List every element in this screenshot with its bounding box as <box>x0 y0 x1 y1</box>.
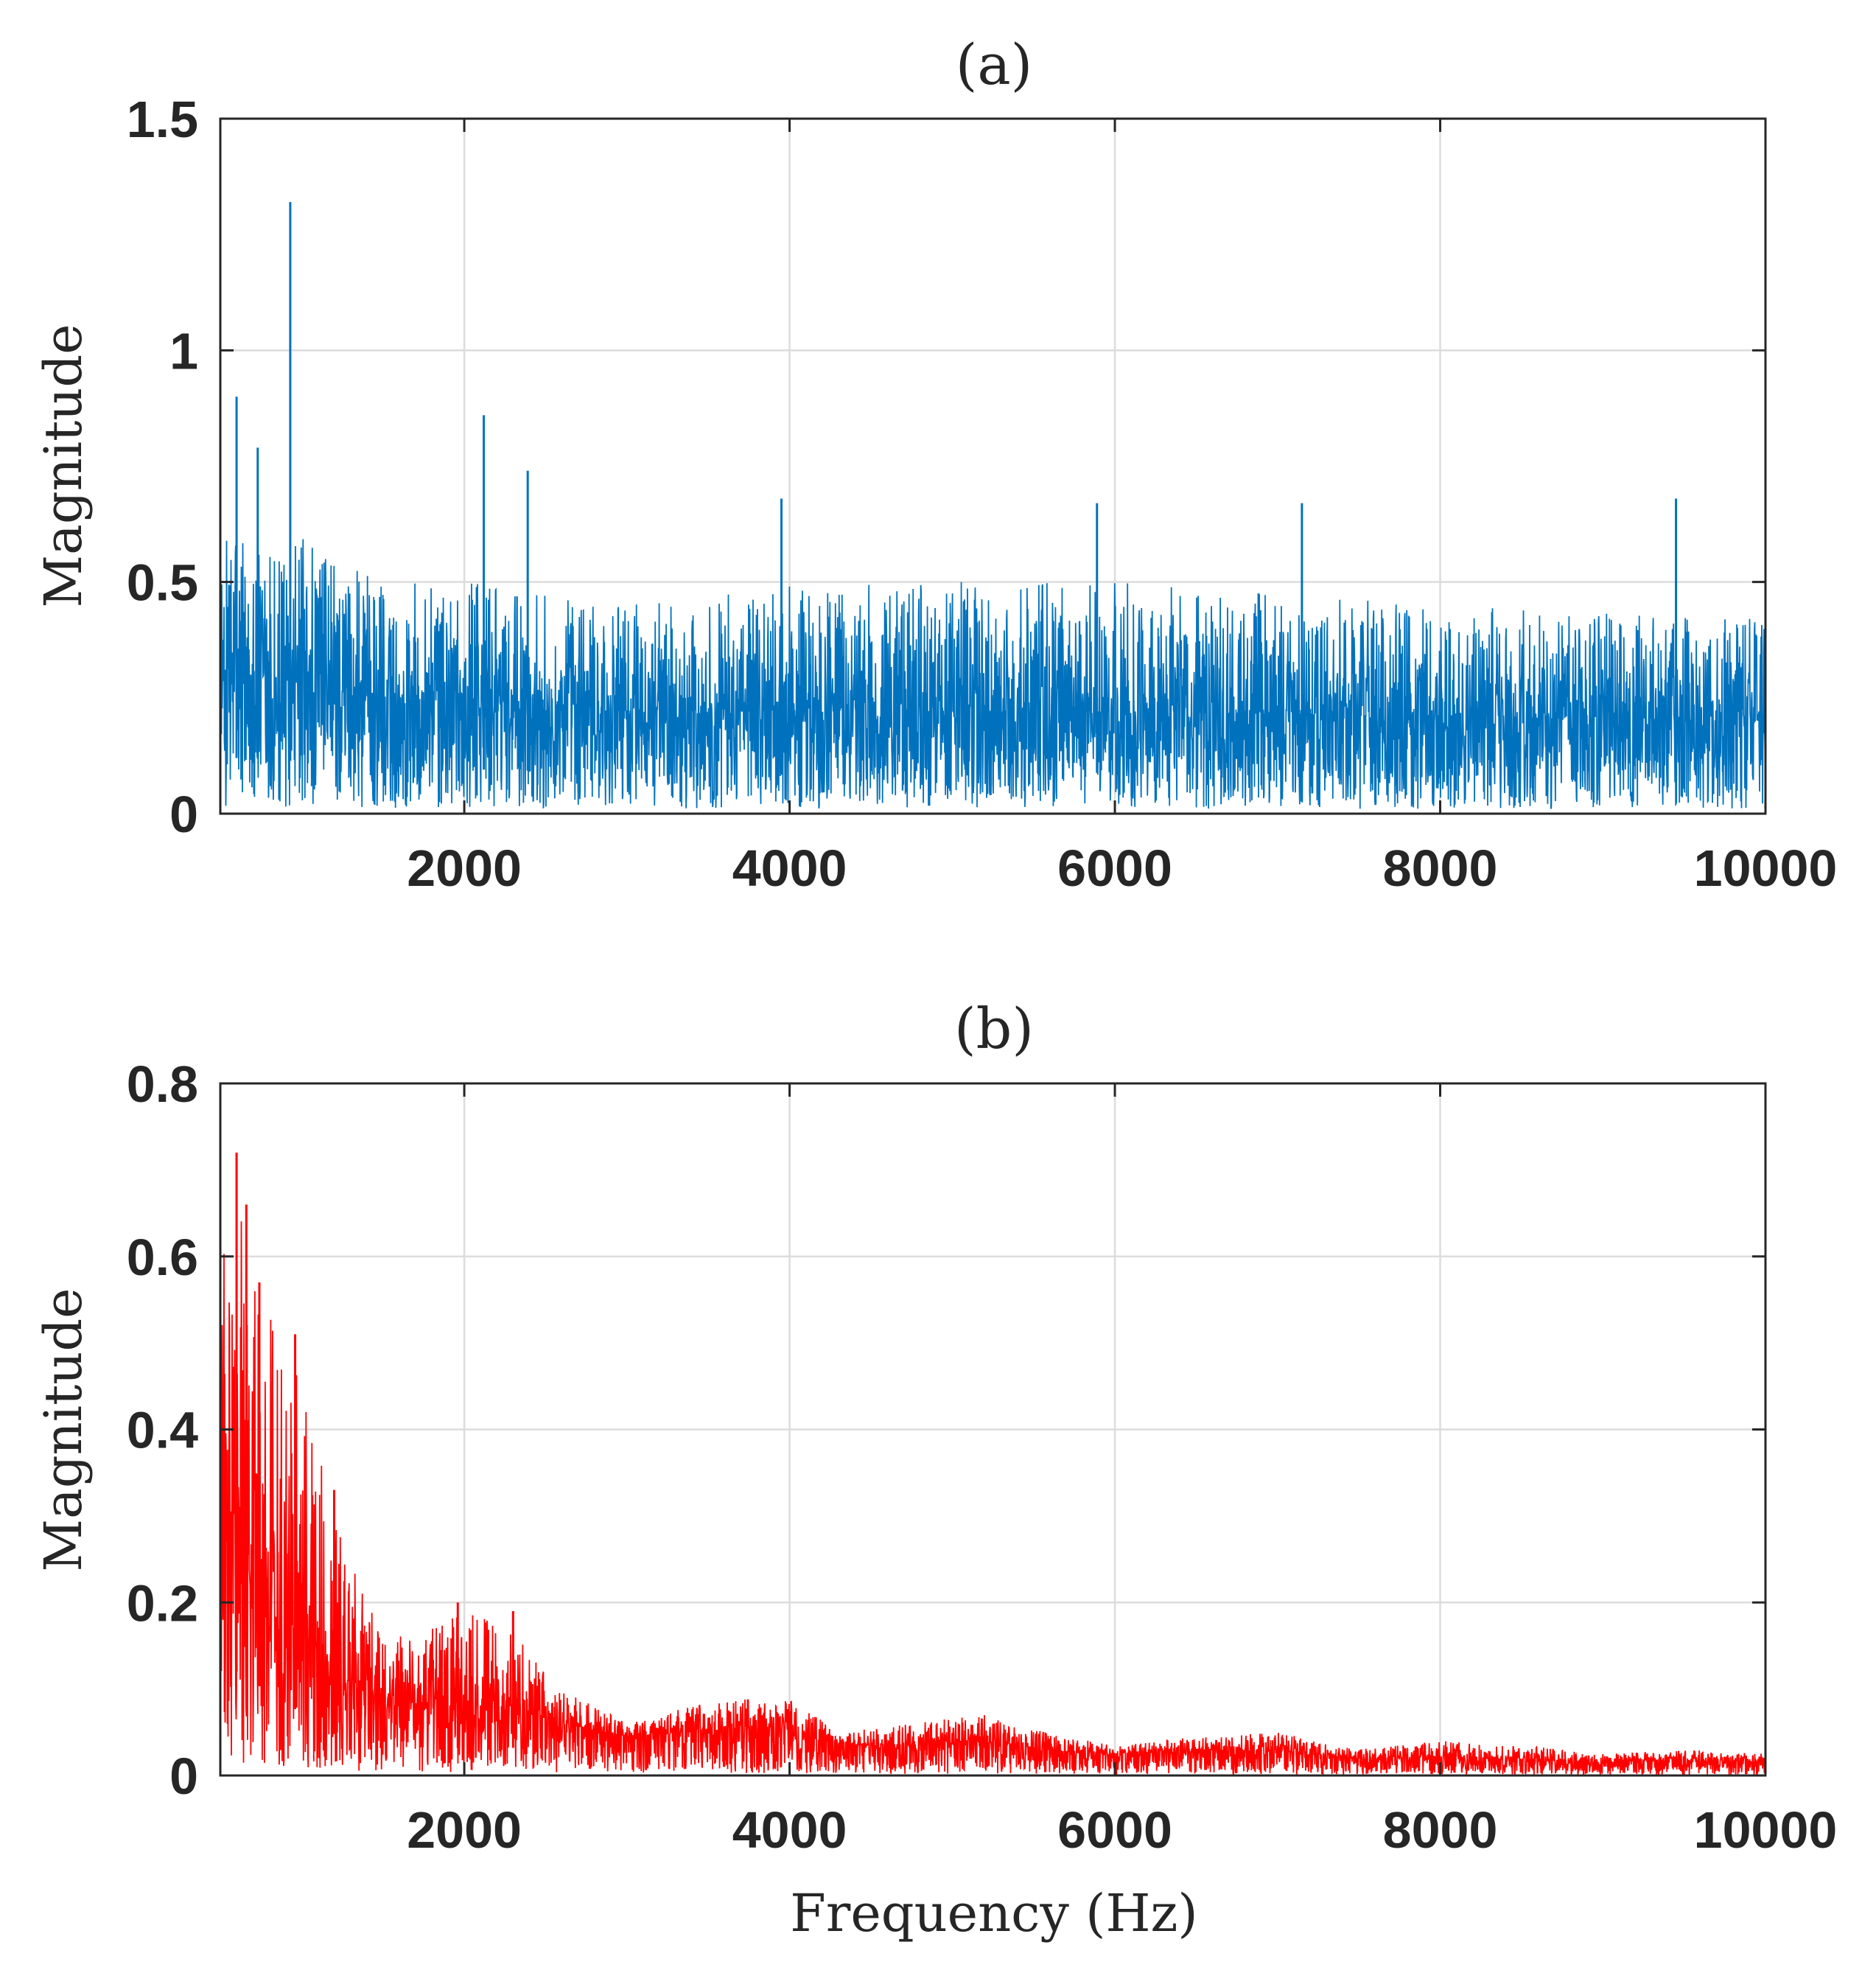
x-tick-label: 4000 <box>732 1801 847 1859</box>
panel-b-title: (b) <box>954 996 1034 1061</box>
x-tick-label: 2000 <box>407 1801 522 1859</box>
panel-a-title: (a) <box>956 32 1033 97</box>
panel-a-signal-trace <box>220 534 1766 809</box>
panel-b-peaks <box>235 1152 514 1748</box>
panel-b: (b) 2000 4000 6000 8000 10000 0 0.2 0.4 0.6 0.8 M… <box>33 996 1837 1944</box>
panel-a-axes-frame <box>219 117 1767 815</box>
panel-a-ticks: 2000 4000 6000 8000 10000 0 0.5 1 1.5 <box>127 91 1838 897</box>
y-tick-label: 0.8 <box>127 1055 198 1113</box>
panel-b-x-axis-label: Frequency (Hz) <box>790 1883 1197 1944</box>
x-tick-label: 10000 <box>1694 1801 1838 1859</box>
panel-b-signal-trace <box>220 1221 1766 1776</box>
panel-a-y-axis-label: Magnitude <box>33 324 94 607</box>
panel-a-peaks <box>235 202 1678 777</box>
x-tick-label: 6000 <box>1057 1801 1172 1859</box>
panel-a: (a) 2000 4000 6000 8000 10000 0 0.5 1 1.5 Magnit… <box>33 32 1837 897</box>
y-tick-label: 0.2 <box>127 1574 198 1632</box>
x-tick-label: 10000 <box>1694 839 1838 897</box>
y-tick-label: 0.5 <box>127 554 198 612</box>
panel-b-gridlines <box>220 1083 1765 1775</box>
y-tick-label: 1 <box>169 322 198 380</box>
y-tick-label: 0.4 <box>127 1402 198 1459</box>
panel-b-y-axis-label: Magnitude <box>33 1288 94 1571</box>
x-tick-label: 8000 <box>1383 839 1498 897</box>
panel-b-ticks: 2000 4000 6000 8000 10000 0 0.2 0.4 0.6 0.8 <box>127 1055 1838 1859</box>
x-tick-label: 4000 <box>732 839 847 897</box>
x-tick-label: 8000 <box>1383 1801 1498 1859</box>
x-tick-label: 6000 <box>1057 839 1172 897</box>
y-tick-label: 1.5 <box>127 91 198 148</box>
x-tick-label: 2000 <box>407 839 522 897</box>
y-tick-label: 0 <box>169 786 198 843</box>
y-tick-label: 0.6 <box>127 1229 198 1286</box>
y-tick-label: 0 <box>169 1747 198 1805</box>
